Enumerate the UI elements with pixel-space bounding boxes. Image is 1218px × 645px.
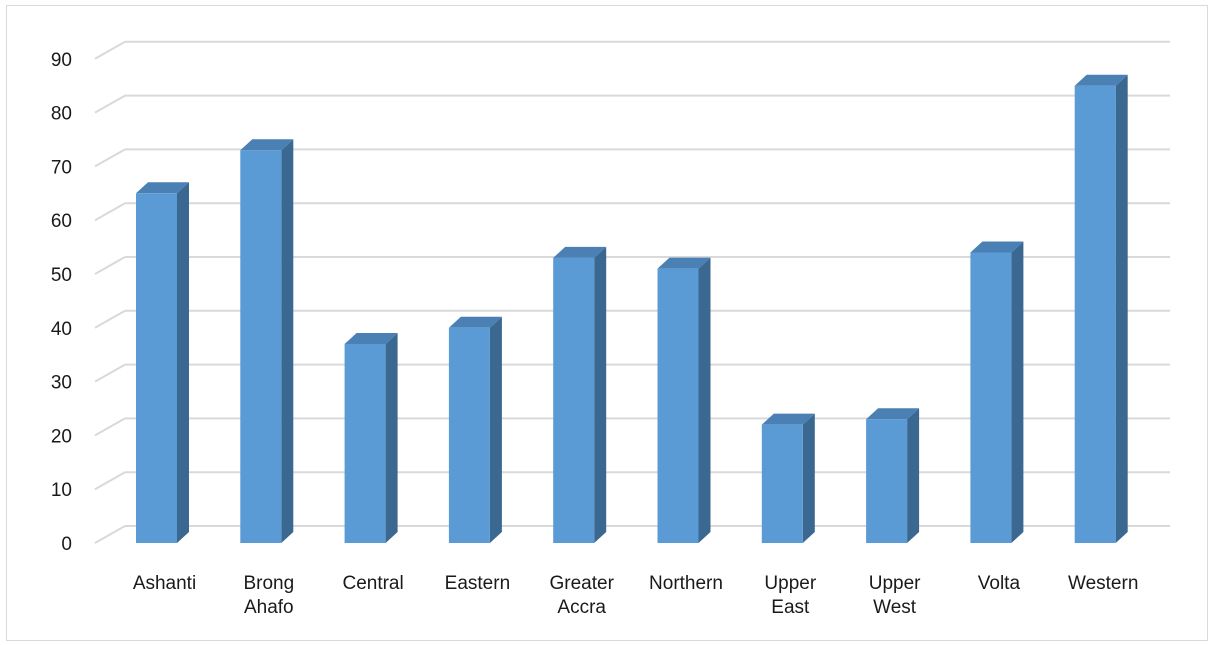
y-axis-ticks: 0 10 20 30 40 50 60 70 80 90 [51,50,72,555]
x-category-label: Eastern [445,573,510,594]
bar-side [385,332,398,543]
x-category-label: Brong Ahafo [243,573,294,618]
bar-side [281,139,294,543]
bar [866,408,920,543]
gridline-depth [94,256,126,275]
bar-top [553,246,607,258]
x-axis-labels: Ashanti Brong Ahafo Central Eastern Greater Ac… [133,573,1139,618]
bar-top [1074,74,1128,86]
y-tick-label: 10 [51,480,72,501]
gridline-depth [94,202,126,222]
bar-top [344,332,398,344]
bar-top [448,316,502,328]
gridline-depth [94,94,126,114]
gridline-depth [94,525,126,544]
x-category-label: Upper West [869,573,921,618]
bar-top [970,241,1024,253]
bar-top [136,182,189,194]
y-tick-label: 40 [51,319,72,340]
y-tick-label: 80 [51,104,72,125]
gridline-depth [94,363,126,383]
bar-front [553,257,595,543]
bar-front [136,193,177,544]
gridline-depth [94,471,126,491]
bar [761,413,815,543]
bar [344,332,398,543]
bar [553,246,607,544]
bar-side [698,257,711,543]
bar-top [866,408,920,420]
x-category-label: Northern [649,573,723,594]
bar-top [657,257,711,269]
bar-front [970,252,1012,544]
y-tick-label: 90 [51,50,72,71]
bar-side [177,182,189,544]
bar [1074,74,1128,543]
y-tick-label: 60 [51,211,72,232]
x-category-label: Volta [978,573,1021,594]
y-tick-label: 50 [51,265,72,286]
bar [240,139,294,543]
bar [970,241,1024,544]
bar-side [907,408,920,543]
bar-top [240,139,294,151]
y-tick-label: 30 [51,373,72,394]
bar-front [448,327,490,543]
bar-front [1074,85,1116,543]
gridline-depth [94,309,126,329]
x-category-label: Upper East [764,573,816,618]
bar-side [802,413,815,543]
bar-front [240,150,282,543]
y-tick-label: 0 [61,534,72,555]
x-category-label: Greater Accra [549,573,614,618]
bar-side [489,316,502,543]
bar-front [866,419,908,543]
bar [136,182,189,544]
bar-side [1115,74,1128,543]
bar-front [344,343,386,543]
bar [657,257,711,543]
bar-side [1011,241,1024,544]
bar-side [594,246,607,544]
x-category-label: Western [1068,573,1138,594]
y-tick-label: 70 [51,157,72,178]
bar-front [761,424,803,543]
bars [136,74,1128,544]
x-category-label: Ashanti [133,573,196,594]
gridline-depth [94,40,126,60]
bar-top [761,413,815,425]
gridline-depth [94,417,126,437]
x-category-label: Central [342,573,403,594]
bar-front [657,268,699,543]
gridline-depth [94,148,126,168]
bar [448,316,502,543]
y-tick-label: 20 [51,426,72,447]
